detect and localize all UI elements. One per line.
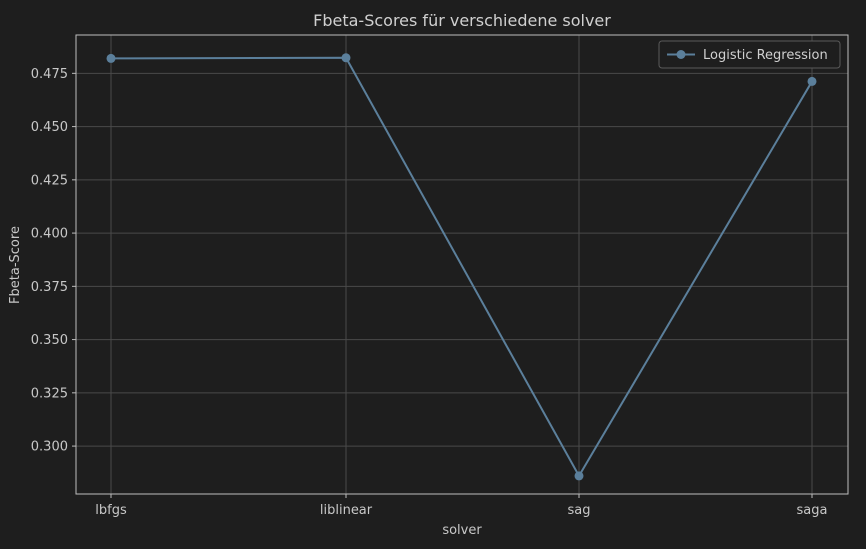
y-tick-label: 0.300 bbox=[31, 440, 68, 455]
grid bbox=[76, 35, 848, 494]
series-line bbox=[110, 56, 813, 478]
data-point bbox=[574, 471, 584, 481]
axes: lbfgs liblinear sag saga 0.300 0.325 0.350 0.37… bbox=[31, 34, 849, 518]
data-point bbox=[807, 76, 817, 86]
x-tick-label: liblinear bbox=[320, 503, 373, 518]
x-axis-title: solver bbox=[442, 523, 482, 538]
legend-marker-swatch bbox=[676, 50, 686, 59]
data-point bbox=[341, 53, 351, 63]
y-tick-label: 0.400 bbox=[31, 227, 68, 242]
y-tick-label: 0.425 bbox=[31, 173, 68, 188]
x-tick-label: saga bbox=[797, 503, 828, 518]
y-tick-label: 0.325 bbox=[31, 386, 68, 401]
x-tick-label: lbfgs bbox=[95, 503, 127, 518]
legend-label: Logistic Regression bbox=[703, 48, 828, 63]
series bbox=[106, 53, 817, 481]
legend: Logistic Regression bbox=[658, 40, 841, 69]
data-point bbox=[106, 53, 116, 63]
y-tick-label: 0.375 bbox=[31, 280, 68, 295]
y-axis-title: Fbeta-Score bbox=[8, 226, 23, 304]
legend-box bbox=[658, 40, 841, 69]
x-tick-label: sag bbox=[568, 503, 591, 518]
y-tick-label: 0.475 bbox=[31, 67, 68, 82]
chart-title: Fbeta-Scores für verschiedene solver bbox=[313, 11, 611, 30]
plot-frame bbox=[75, 34, 849, 495]
y-tick-label: 0.450 bbox=[31, 120, 68, 135]
y-tick-label: 0.350 bbox=[31, 333, 68, 348]
